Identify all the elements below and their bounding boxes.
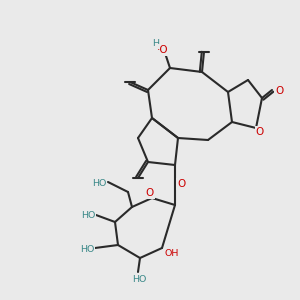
- Text: HO: HO: [81, 212, 95, 220]
- Text: H: H: [152, 40, 160, 49]
- Text: HO: HO: [92, 178, 106, 188]
- Text: HO: HO: [80, 245, 94, 254]
- Text: OH: OH: [165, 248, 179, 257]
- Text: HO: HO: [132, 275, 146, 284]
- Text: O: O: [177, 179, 185, 189]
- Text: O: O: [256, 127, 264, 137]
- Text: O: O: [146, 188, 154, 198]
- Text: ·O: ·O: [157, 45, 169, 55]
- Text: O: O: [275, 86, 283, 96]
